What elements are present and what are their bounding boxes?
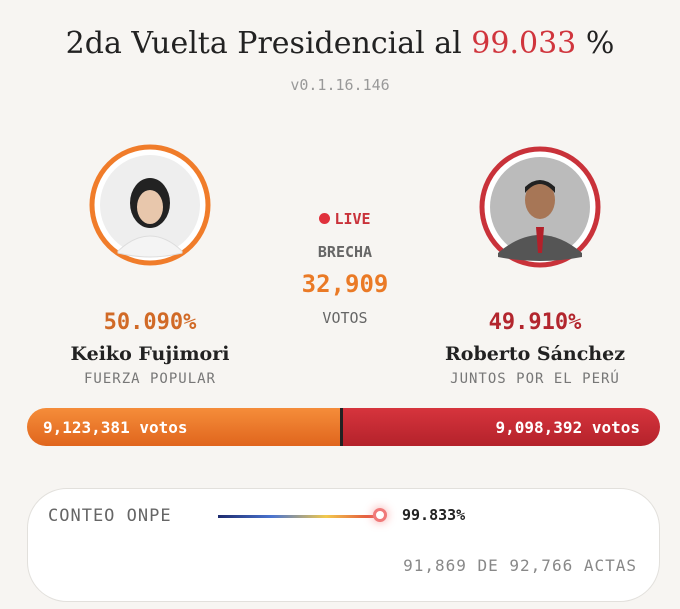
party: JUNTOS POR EL PERÚ [450, 371, 620, 387]
percent: 50.090% [103, 310, 197, 335]
live-dot [319, 213, 331, 224]
progress-dot [373, 508, 387, 522]
actas: 91,869 DE 92,766 ACTAS [403, 556, 637, 575]
title-text: 2da Vuelta Presidencial al [65, 26, 462, 61]
avatar [89, 144, 211, 266]
bar-left: 9,123,381 votos [27, 408, 340, 446]
gap-label: BRECHA [317, 243, 373, 261]
percent: 49.910% [488, 310, 582, 335]
vote-bar: 9,123,381 votos 9,098,392 votos [27, 408, 660, 446]
bar-divider [340, 408, 343, 446]
candidate-name: Roberto Sánchez [444, 343, 626, 365]
count-card [27, 488, 660, 602]
gap: 32,909 [301, 270, 389, 298]
progress-line [218, 515, 380, 518]
candidate-name: Keiko Fujimori [70, 343, 230, 365]
title-progress: 99.033 [471, 26, 577, 61]
live: LIVE [270, 210, 420, 228]
votes: 9,123,381 votos [43, 417, 188, 437]
avatar [479, 146, 601, 268]
title-unit: % [585, 26, 615, 61]
count-label: CONTEO ONPE [48, 506, 172, 526]
party: FUERZA POPULAR [83, 371, 216, 387]
live-text: LIVE [334, 210, 371, 228]
title: 2da Vuelta Presidencial al 99.033 % [0, 26, 680, 61]
count-percent: 99.833% [402, 506, 466, 524]
version: v0.1.16.146 [290, 76, 390, 94]
gap-unit: VOTOS [322, 309, 368, 327]
bar-right: 9,098,392 votos [343, 408, 660, 446]
votes: 9,098,392 votos [495, 417, 641, 437]
